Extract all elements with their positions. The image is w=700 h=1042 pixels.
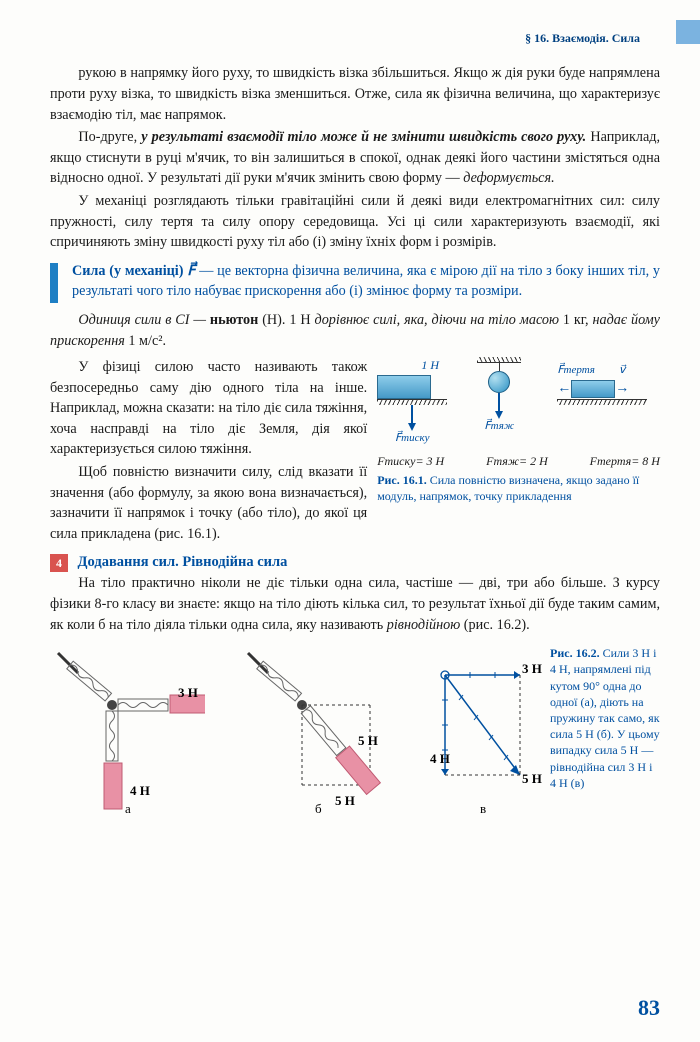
arrow-left-icon: ← xyxy=(557,379,571,399)
fig2-b-svg: 5 Н 5 Н б xyxy=(240,645,395,815)
fig2-a-3h: 3 Н xyxy=(178,685,198,700)
p7c: (рис. 16.2). xyxy=(460,617,529,633)
fig2-caption: Рис. 16.2. Сили 3 Н і 4 Н, напрямлені пі… xyxy=(550,645,660,791)
paragraph-2: По-друге, у результаті взаємодії тіло мо… xyxy=(50,127,660,189)
def-marker-bar xyxy=(50,263,58,303)
paragraph-4: Одиниця сили в СІ — ньютон (Н). 1 Н дорі… xyxy=(50,310,660,351)
fig1-values: Fтиску= 3 Н Fтяж= 2 Н Fтертя= 8 Н xyxy=(377,453,660,470)
section-title: Додавання сил. Рівнодійна сила xyxy=(78,554,288,570)
fig2-a-4h: 4 Н xyxy=(130,783,150,798)
fig1-caption: Рис. 16.1. Сила повністю визначена, якщо… xyxy=(377,472,660,504)
fig2-a: 3 Н 4 Н а xyxy=(50,645,240,845)
fig1-f1-label: F⃗тиску xyxy=(377,431,447,447)
fig2-b-5h2: 5 Н xyxy=(335,793,355,808)
arrow-stem xyxy=(411,405,413,423)
box-shape xyxy=(377,375,431,399)
fig2-v-3h: 3 Н xyxy=(522,661,542,676)
p2-term: деформується. xyxy=(463,170,554,186)
p4g: 1 м/с². xyxy=(125,333,166,349)
fig2-caption-col: Рис. 16.2. Сили 3 Н і 4 Н, напрямлені пі… xyxy=(550,645,660,845)
fig1-v3: Fтертя= 8 Н xyxy=(590,453,660,470)
paragraph-1: рукою в напрямку його руху, то швидкість… xyxy=(50,63,660,125)
p4a: Одиниця сили в СІ — xyxy=(78,312,210,328)
fig1-f3a: F⃗тертя xyxy=(557,363,595,379)
fig1-f2-label: F⃗тяж xyxy=(477,419,521,435)
section-marker: 4 xyxy=(50,554,68,572)
fig1-1n: 1 Н xyxy=(413,357,447,374)
fig2-caption-text: Сили 3 Н і 4 Н, напрямлені під кутом 90°… xyxy=(550,646,660,790)
ground-hatch-2 xyxy=(557,399,647,405)
fig2-v-5h: 5 Н xyxy=(522,771,542,786)
fig1-v2: Fтяж= 2 Н xyxy=(486,453,548,470)
textbook-page: § 16. Взаємодія. Сила рукою в напрямку й… xyxy=(0,0,700,1042)
section-4-heading: 4 Додавання сил. Рівнодійна сила xyxy=(50,552,660,573)
p4b: ньютон xyxy=(210,312,258,328)
fig1-d3: F⃗тертя v⃗ ← → xyxy=(557,363,647,405)
arrow-down-icon-2 xyxy=(495,411,503,419)
paragraph-6: Щоб повністю визначити силу, слід вказат… xyxy=(50,462,367,544)
fig2-v-svg: 3 Н 4 Н 5 Н в xyxy=(430,645,550,815)
page-header: § 16. Взаємодія. Сила xyxy=(50,30,660,47)
fig2-b-label: б xyxy=(315,801,322,815)
p7a: На тіло практично ніколи не діє тільки о… xyxy=(50,575,660,632)
arrow-down-icon xyxy=(408,423,416,431)
fig2-b-5h: 5 Н xyxy=(358,733,378,748)
p4e: 1 кг, xyxy=(559,312,592,328)
arrow-stem-2 xyxy=(498,393,500,411)
p2-lead: По-друге, xyxy=(78,129,141,145)
arrow-right-icon: → xyxy=(615,379,629,399)
fig2-v: 3 Н 4 Н 5 Н в xyxy=(430,645,550,845)
fig2-a-svg: 3 Н 4 Н а xyxy=(50,645,205,815)
fig1-right: 1 Н F⃗тиску F⃗тяж xyxy=(377,357,660,546)
fig2-v-4h: 4 Н xyxy=(430,751,450,766)
corner-tab xyxy=(676,20,700,44)
thread xyxy=(499,363,500,371)
fig1-f3b: v⃗ xyxy=(619,363,626,379)
fig1-caption-label: Рис. 16.1. xyxy=(377,473,427,487)
ball-shape xyxy=(488,371,510,393)
paragraph-7: На тіло практично ніколи не діє тільки о… xyxy=(50,573,660,635)
p7b: рівнодійною xyxy=(387,617,461,633)
def-term: Сила (у механіці) xyxy=(72,263,187,279)
fig1-v1: Fтиску= 3 Н xyxy=(377,453,444,470)
p2-emph: у результаті взаємодії тіло може й не зм… xyxy=(141,129,586,145)
paragraph-5: У фізиці силою часто називають також без… xyxy=(50,357,367,460)
p4d: дорівнює силі, яка, діючи на тіло масою xyxy=(315,312,559,328)
definition-block: Сила (у механіці) F⃗ — це векторна фізич… xyxy=(50,261,660,302)
fig1-d2: F⃗тяж xyxy=(477,357,521,435)
fig1-d1: 1 Н F⃗тиску xyxy=(377,357,447,446)
fig1-left-text: У фізиці силою часто називають також без… xyxy=(50,357,367,546)
paragraph-3: У механіці розглядають тільки гравітацій… xyxy=(50,191,660,253)
fig2-diagram: 3 Н 4 Н а xyxy=(50,645,660,845)
fig1-diagram: 1 Н F⃗тиску F⃗тяж xyxy=(377,357,660,472)
fig2-v-label: в xyxy=(480,801,486,815)
def-text: Сила (у механіці) F⃗ — це векторна фізич… xyxy=(72,261,660,302)
fig1-row: У фізиці силою часто називають також без… xyxy=(50,357,660,546)
p4c: (Н). 1 Н xyxy=(258,312,314,328)
page-number: 83 xyxy=(638,992,660,1024)
box-shape-2 xyxy=(571,380,615,398)
fig2-a-label: а xyxy=(125,801,131,815)
fig2-b: 5 Н 5 Н б xyxy=(240,645,430,845)
fig2-caption-label: Рис. 16.2. xyxy=(550,646,600,660)
